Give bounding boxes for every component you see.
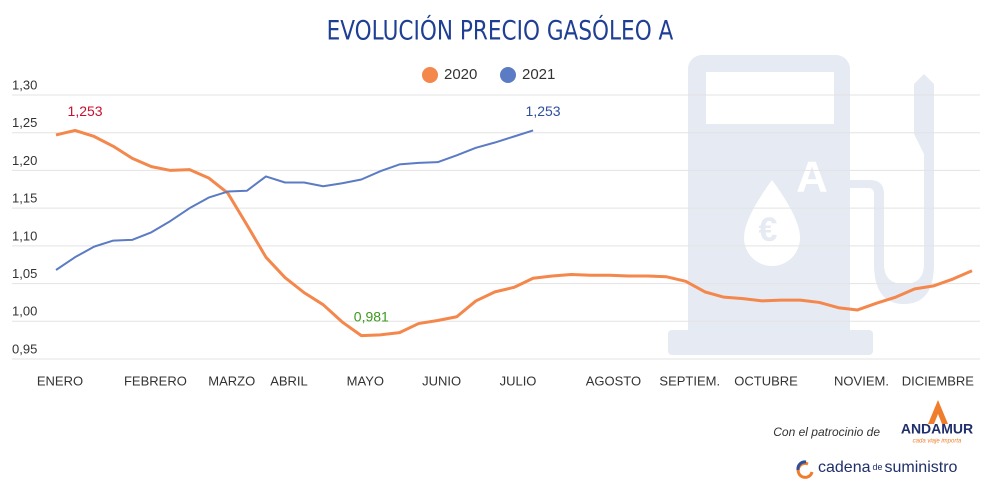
x-tick-label: ENERO [37,373,83,388]
value-label: 1,253 [68,103,103,119]
y-tick-label: 0,95 [12,341,37,356]
x-tick-label: NOVIEM. [834,373,889,388]
line-2021 [55,129,534,271]
sponsor-tagline: cada viaje importa [913,439,962,445]
plot: 0,95 1,00 1,05 1,10 1,15 1,20 1,25 1,30 ENERO FEB… [12,77,980,388]
x-tick-label: JULIO [500,373,537,388]
legend-label: 2021 [522,66,555,83]
x-tick-label: AGOSTO [586,373,641,388]
x-tick-label: OCTUBRE [734,373,798,388]
y-tick-label: 1,20 [12,153,37,168]
sponsor-logo [928,400,948,424]
legend: 2020 2021 [422,66,555,83]
y-tick-label: 1,05 [12,266,37,281]
legend-swatch [500,67,516,83]
y-tick-label: 1,25 [12,115,37,130]
svg-text:A: A [796,153,828,202]
brand-word: de [873,462,883,472]
brand-logo [796,460,807,471]
sponsor-text: Con el patrocinio de [773,425,880,439]
y-tick-label: 1,30 [12,77,37,92]
x-tick-label: DICIEMBRE [902,373,975,388]
brand-logo [796,461,814,479]
x-tick-label: ABRIL [270,373,308,388]
x-tick-label: JUNIO [422,373,461,388]
footer: Con el patrocinio de ANDAMUR cada viaje … [773,400,973,479]
x-tick-label: FEBRERO [124,373,187,388]
value-label: 0,981 [354,308,389,324]
legend-label: 2020 [444,66,477,83]
pump-watermark: A € [668,55,934,355]
x-tick-label: SEPTIEM. [659,373,720,388]
legend-swatch [422,67,438,83]
y-tick-label: 1,15 [12,191,37,206]
sponsor-name: ANDAMUR [901,421,973,437]
y-tick-label: 1,00 [12,304,37,319]
y-tick-label: 1,10 [12,228,37,243]
chart-title: EVOLUCIÓN PRECIO GASÓLEO A [327,13,674,46]
value-label: 1,253 [526,103,561,119]
brand-word: suministro [885,459,958,476]
x-tick-label: MARZO [208,373,255,388]
brand-word: cadena [818,459,871,476]
brand: cadena de suministro [818,459,958,476]
x-tick-label: MAYO [347,373,384,388]
svg-text:€: € [759,211,778,249]
line-2020 [55,128,973,338]
